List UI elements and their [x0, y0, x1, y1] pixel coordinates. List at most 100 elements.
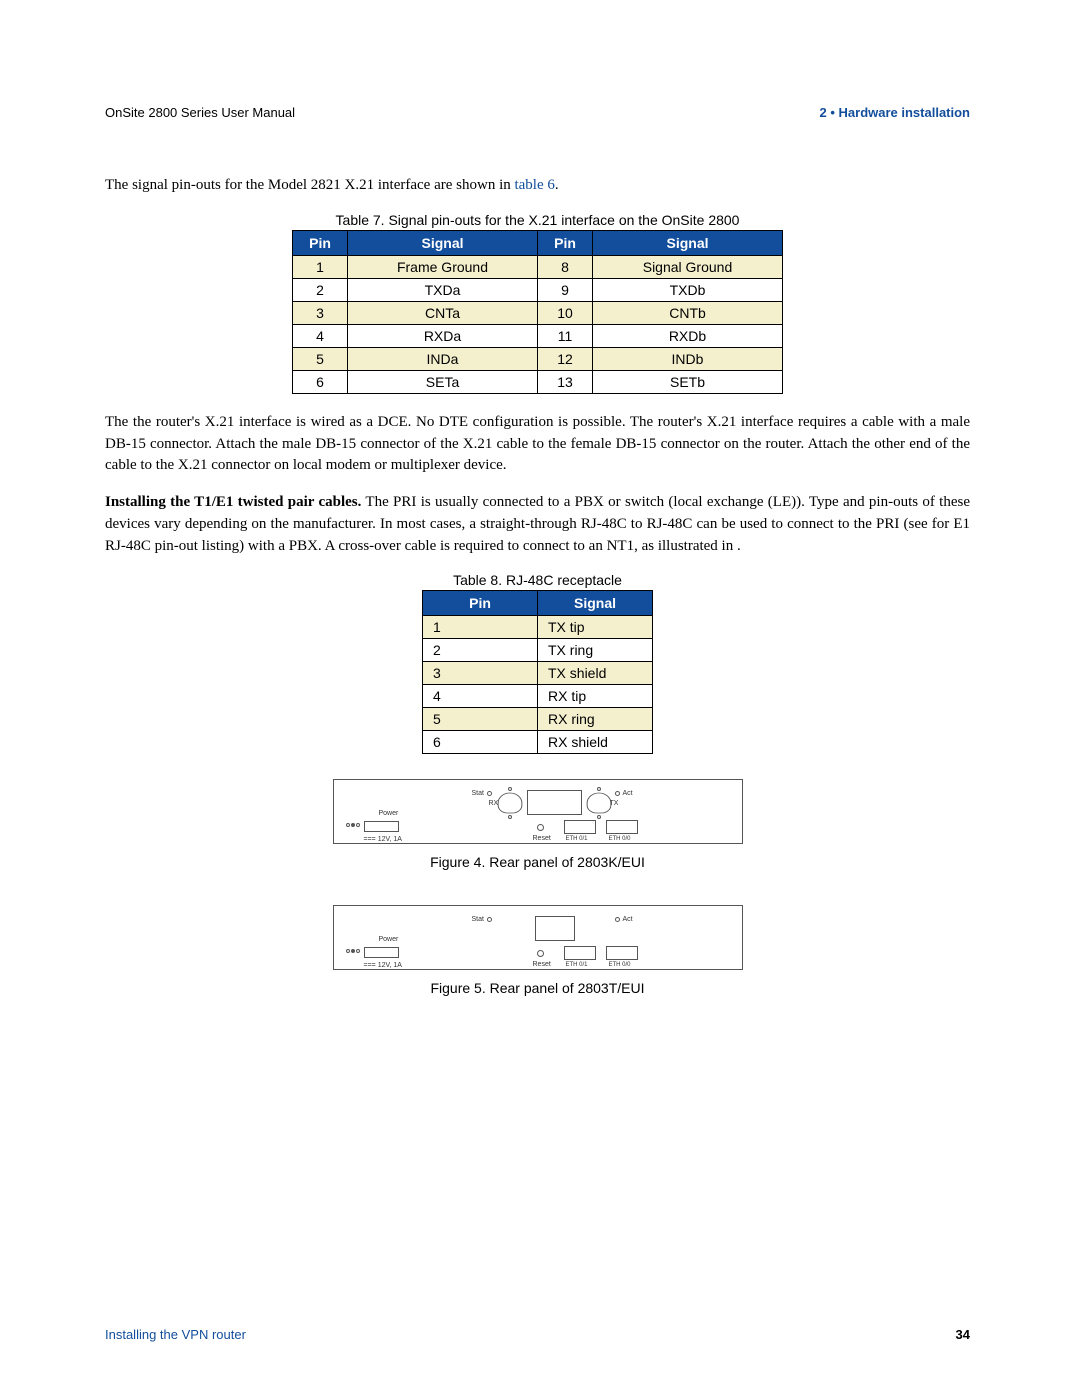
table7: Pin Signal Pin Signal 1Frame Ground8Sign… — [292, 230, 783, 394]
table6-link[interactable]: table 6 — [514, 177, 554, 193]
table-cell: 8 — [538, 255, 593, 278]
table-cell: 2 — [423, 639, 538, 662]
table-cell: SETa — [348, 370, 538, 393]
eth00-label: ETH 0/0 — [609, 836, 631, 842]
table-cell: TX ring — [538, 639, 653, 662]
table-cell: 1 — [423, 616, 538, 639]
left-audio-port — [497, 790, 523, 816]
act-led-icon — [615, 917, 620, 922]
table-row: 5RX ring — [423, 708, 653, 731]
table7-col-pin2: Pin — [538, 230, 593, 255]
table8: Pin Signal 1TX tip2TX ring3TX shield4RX … — [422, 590, 653, 754]
table-cell: 6 — [423, 731, 538, 754]
act-led-icon — [615, 791, 620, 796]
reset-label: Reset — [533, 961, 551, 968]
dc-polarity-icon — [346, 823, 361, 827]
page-number: 34 — [956, 1327, 970, 1342]
figure4-caption: Figure 4. Rear panel of 2803K/EUI — [105, 854, 970, 870]
table7-col-pin1: Pin — [293, 230, 348, 255]
db15-port — [527, 790, 582, 815]
footer-section[interactable]: Installing the VPN router — [105, 1327, 246, 1342]
table-cell: 5 — [423, 708, 538, 731]
table-cell: SETb — [593, 370, 783, 393]
install-paragraph: Installing the T1/E1 twisted pair cables… — [105, 492, 970, 557]
table-cell: 11 — [538, 324, 593, 347]
act-led-label: Act — [615, 916, 633, 923]
table-cell: TXDa — [348, 278, 538, 301]
intro-text-post: . — [555, 177, 559, 193]
eth01-port — [564, 946, 596, 960]
table-row: 3TX shield — [423, 662, 653, 685]
table-cell: CNTa — [348, 301, 538, 324]
rj45-port — [535, 916, 575, 941]
table-cell: 6 — [293, 370, 348, 393]
stat-led-icon — [487, 791, 492, 796]
eth01-label: ETH 0/1 — [566, 962, 588, 968]
act-led-label: Act — [615, 790, 633, 797]
dc-voltage-label: === 12V, 1A — [364, 962, 402, 969]
table-cell: RX shield — [538, 731, 653, 754]
eth00-port — [606, 820, 638, 834]
intro-text-pre: The signal pin-outs for the Model 2821 X… — [105, 177, 514, 193]
header-manual-title: OnSite 2800 Series User Manual — [105, 105, 295, 120]
figure5-caption: Figure 5. Rear panel of 2803T/EUI — [105, 980, 970, 996]
table-cell: INDa — [348, 347, 538, 370]
table-cell: RXDb — [593, 324, 783, 347]
figure5: Power === 12V, 1A Stat Act Reset ETH 0/1… — [105, 905, 970, 996]
table-row: 5INDa12INDb — [293, 347, 783, 370]
power-label: Power — [379, 936, 399, 943]
eth01-port — [564, 820, 596, 834]
header-chapter: 2 • Hardware installation — [820, 105, 970, 120]
table-cell: 1 — [293, 255, 348, 278]
table-row: 2TX ring — [423, 639, 653, 662]
reset-hole — [537, 824, 544, 831]
table8-caption: Table 8. RJ-48C receptacle — [105, 572, 970, 588]
rear-panel-2803k: Power === 12V, 1A Stat RX Act TX Reset E… — [333, 779, 743, 844]
table-row: 4RX tip — [423, 685, 653, 708]
table-row: 1TX tip — [423, 616, 653, 639]
table-cell: 2 — [293, 278, 348, 301]
table-cell: TX tip — [538, 616, 653, 639]
dc-voltage-label: === 12V, 1A — [364, 836, 402, 843]
table-row: 2TXDa9TXDb — [293, 278, 783, 301]
table-cell: 4 — [293, 324, 348, 347]
table-cell: Signal Ground — [593, 255, 783, 278]
table-cell: CNTb — [593, 301, 783, 324]
install-heading-run: Installing the T1/E1 twisted pair cables… — [105, 494, 361, 510]
table-cell: RXDa — [348, 324, 538, 347]
table-cell: RX ring — [538, 708, 653, 731]
figure4: Power === 12V, 1A Stat RX Act TX Reset E… — [105, 779, 970, 870]
table-row: 6RX shield — [423, 731, 653, 754]
rear-panel-2803t: Power === 12V, 1A Stat Act Reset ETH 0/1… — [333, 905, 743, 970]
table-row: 3CNTa10CNTb — [293, 301, 783, 324]
table-cell: INDb — [593, 347, 783, 370]
reset-label: Reset — [533, 835, 551, 842]
dce-paragraph: The the router's X.21 interface is wired… — [105, 412, 970, 477]
table-row: 6SETa13SETb — [293, 370, 783, 393]
table-cell: TX shield — [538, 662, 653, 685]
table-cell: 3 — [423, 662, 538, 685]
intro-paragraph: The signal pin-outs for the Model 2821 X… — [105, 175, 970, 197]
table-cell: Frame Ground — [348, 255, 538, 278]
dc-port — [364, 947, 399, 958]
table-cell: TXDb — [593, 278, 783, 301]
table-cell: 9 — [538, 278, 593, 301]
table-cell: 3 — [293, 301, 348, 324]
stat-led-label: Stat — [472, 790, 492, 797]
table7-col-sig1: Signal — [348, 230, 538, 255]
table-row: 1Frame Ground8Signal Ground — [293, 255, 783, 278]
eth01-label: ETH 0/1 — [566, 836, 588, 842]
reset-hole — [537, 950, 544, 957]
table8-col-pin: Pin — [423, 591, 538, 616]
dc-polarity-icon — [346, 949, 361, 953]
table-cell: 12 — [538, 347, 593, 370]
table-cell: 13 — [538, 370, 593, 393]
table-cell: 5 — [293, 347, 348, 370]
eth00-port — [606, 946, 638, 960]
stat-led-icon — [487, 917, 492, 922]
table-row: 4RXDa11RXDb — [293, 324, 783, 347]
dc-port — [364, 821, 399, 832]
table7-caption: Table 7. Signal pin-outs for the X.21 in… — [105, 212, 970, 228]
eth00-label: ETH 0/0 — [609, 962, 631, 968]
table8-col-sig: Signal — [538, 591, 653, 616]
